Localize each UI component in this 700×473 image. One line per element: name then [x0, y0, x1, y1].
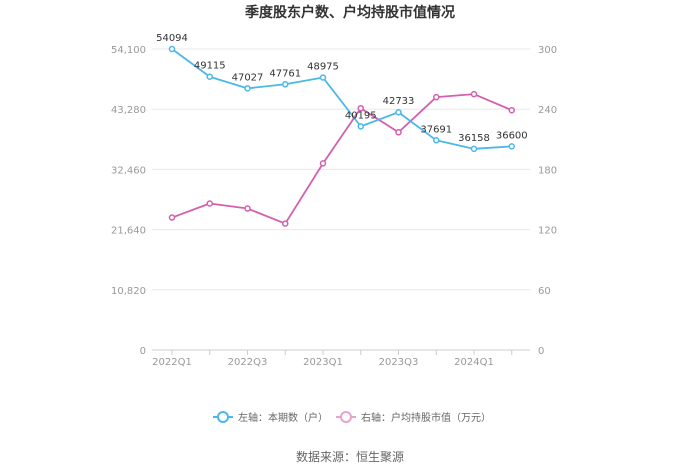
- data-label: 42733: [383, 96, 415, 107]
- x-axis: 2022Q1 2022Q3 2023Q1 2023Q3 2024Q1: [152, 350, 513, 368]
- data-label: 54094: [156, 33, 188, 44]
- legend-item-right[interactable]: 右轴：户均持股市值（万元）: [336, 411, 491, 424]
- data-point[interactable]: [357, 123, 364, 130]
- left-tick-label: 10,820: [111, 286, 146, 297]
- left-tick-label: 32,460: [111, 165, 146, 176]
- data-point[interactable]: [433, 93, 440, 101]
- data-label: 47027: [232, 72, 264, 83]
- data-point[interactable]: [282, 220, 289, 227]
- data-point[interactable]: [357, 104, 364, 112]
- data-label: 37691: [420, 124, 452, 135]
- legend: 左轴：本期数（户） 右轴：户均持股市值（万元）: [213, 411, 491, 424]
- left-tick-label: 0: [140, 346, 146, 357]
- legend-label-left: 左轴：本期数（户）: [238, 411, 328, 424]
- data-point[interactable]: [470, 90, 478, 98]
- data-label: 36600: [496, 130, 528, 141]
- data-label: 49115: [194, 61, 226, 72]
- series-line-1: [171, 93, 513, 225]
- data-point[interactable]: [319, 74, 327, 81]
- data-point[interactable]: [282, 81, 289, 88]
- left-tick-label: 21,640: [111, 226, 146, 237]
- data-point[interactable]: [244, 85, 251, 92]
- data-label: 40195: [345, 110, 377, 121]
- x-tick-label: 2022Q1: [152, 357, 192, 368]
- left-tick-label: 43,280: [111, 105, 146, 116]
- data-point[interactable]: [508, 106, 515, 114]
- legend-label-right: 右轴：户均持股市值（万元）: [361, 411, 491, 424]
- right-tick-label: 300: [538, 45, 557, 56]
- series-line-0: [171, 48, 512, 150]
- data-point[interactable]: [508, 143, 515, 150]
- data-point[interactable]: [206, 200, 213, 207]
- data-point[interactable]: [395, 129, 402, 136]
- x-tick-label: 2024Q1: [454, 357, 494, 368]
- data-point[interactable]: [395, 108, 402, 116]
- grid: [152, 48, 530, 351]
- data-point[interactable]: [206, 73, 213, 80]
- data-point[interactable]: [168, 45, 176, 53]
- data-point[interactable]: [168, 214, 176, 221]
- data-label: 47761: [269, 68, 301, 79]
- left-axis: 0 10,820 21,640 32,460 43,280 54,100: [111, 45, 146, 357]
- x-tick-label: 2022Q3: [228, 357, 268, 368]
- right-tick-label: 120: [538, 226, 557, 237]
- data-point[interactable]: [244, 205, 251, 212]
- data-point[interactable]: [319, 160, 327, 167]
- left-tick-label: 54,100: [111, 45, 146, 56]
- data-point[interactable]: [470, 145, 478, 153]
- series-layer: [168, 45, 515, 227]
- x-tick-label: 2023Q3: [379, 357, 419, 368]
- right-axis: 0 60 120 180 240 300: [538, 45, 557, 357]
- data-point[interactable]: [433, 137, 440, 144]
- data-label: 36158: [458, 133, 490, 144]
- legend-item-left[interactable]: 左轴：本期数（户）: [213, 411, 328, 424]
- right-tick-label: 60: [538, 286, 551, 297]
- right-tick-label: 240: [538, 105, 557, 116]
- source-note: 数据来源：恒生聚源: [296, 449, 404, 464]
- data-label: 48975: [307, 62, 339, 73]
- x-tick-label: 2023Q1: [303, 357, 343, 368]
- right-tick-label: 0: [538, 346, 544, 357]
- data-labels: 54094 49115 47027 47761 48975 40195 42733 37691…: [156, 33, 528, 144]
- chart-title: 季度股东户数、户均持股市值情况: [244, 4, 455, 21]
- right-tick-label: 180: [538, 165, 557, 176]
